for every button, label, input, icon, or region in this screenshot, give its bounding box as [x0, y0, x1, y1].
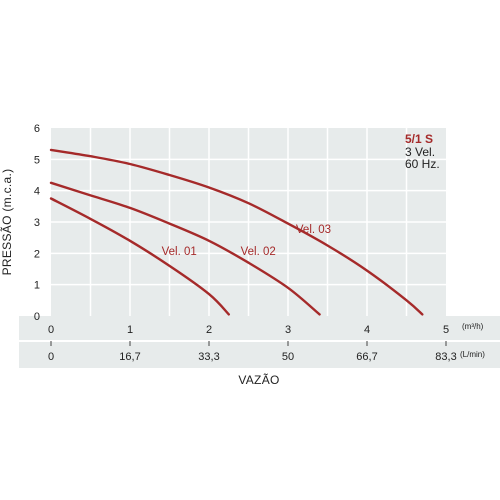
- grid-lines: [51, 128, 446, 316]
- x-unit-primary: (m³/h): [462, 322, 484, 331]
- x-tick-labels-secondary: 0 16,7 33,3 50 66,7 83,3: [48, 351, 457, 363]
- x-tick-label-primary: 5: [443, 324, 449, 336]
- x-tick-label-primary: 0: [48, 324, 54, 336]
- curve-vel-02: [49, 181, 321, 316]
- y-tick-label: 0: [34, 311, 40, 323]
- x-unit-secondary: (L/min): [460, 350, 485, 359]
- x-axis-title: VAZÃO: [238, 373, 279, 387]
- y-tick-labels: 0 1 2 3 4 5 6: [34, 123, 40, 323]
- curve-vel-01: [49, 197, 230, 316]
- x-tick-label-primary: 3: [285, 324, 291, 336]
- x-tick-label-primary: 1: [127, 324, 133, 336]
- x-tick-label-secondary: 83,3: [435, 351, 456, 363]
- x-tick-label-secondary: 33,3: [198, 351, 219, 363]
- model-label: 5/1 S: [405, 132, 433, 146]
- x-tick-label-secondary: 16,7: [119, 351, 140, 363]
- y-axis-title: PRESSÃO (m.c.a.): [0, 169, 14, 276]
- y-tick-label: 3: [34, 217, 40, 229]
- x-tick-labels-primary: 0 1 2 3 4 5: [48, 324, 449, 336]
- x-tick-label-primary: 4: [364, 324, 370, 336]
- y-tick-label: 4: [34, 186, 40, 198]
- curve-label-vel-01: Vel. 01: [162, 246, 197, 258]
- y-tick-label: 1: [34, 280, 40, 292]
- curve-label-vel-03: Vel. 03: [296, 224, 331, 236]
- curve-label-vel-02: Vel. 02: [241, 246, 276, 258]
- x-tick-label-secondary: 50: [282, 351, 294, 363]
- curve-labels: Vel. 01 Vel. 02 Vel. 03: [162, 224, 331, 258]
- x-tick-marks: [50, 341, 447, 346]
- speeds-label: 3 Vel.: [405, 145, 435, 159]
- y-tick-label: 2: [34, 248, 40, 260]
- performance-curves: [49, 148, 424, 316]
- y-tick-label: 5: [34, 154, 40, 166]
- x-tick-label-secondary: 0: [48, 351, 54, 363]
- x-tick-label-secondary: 66,7: [356, 351, 377, 363]
- x-tick-label-primary: 2: [206, 324, 212, 336]
- curve-vel-03: [49, 148, 424, 316]
- y-tick-label: 6: [34, 123, 40, 135]
- frequency-label: 60 Hz.: [405, 157, 440, 171]
